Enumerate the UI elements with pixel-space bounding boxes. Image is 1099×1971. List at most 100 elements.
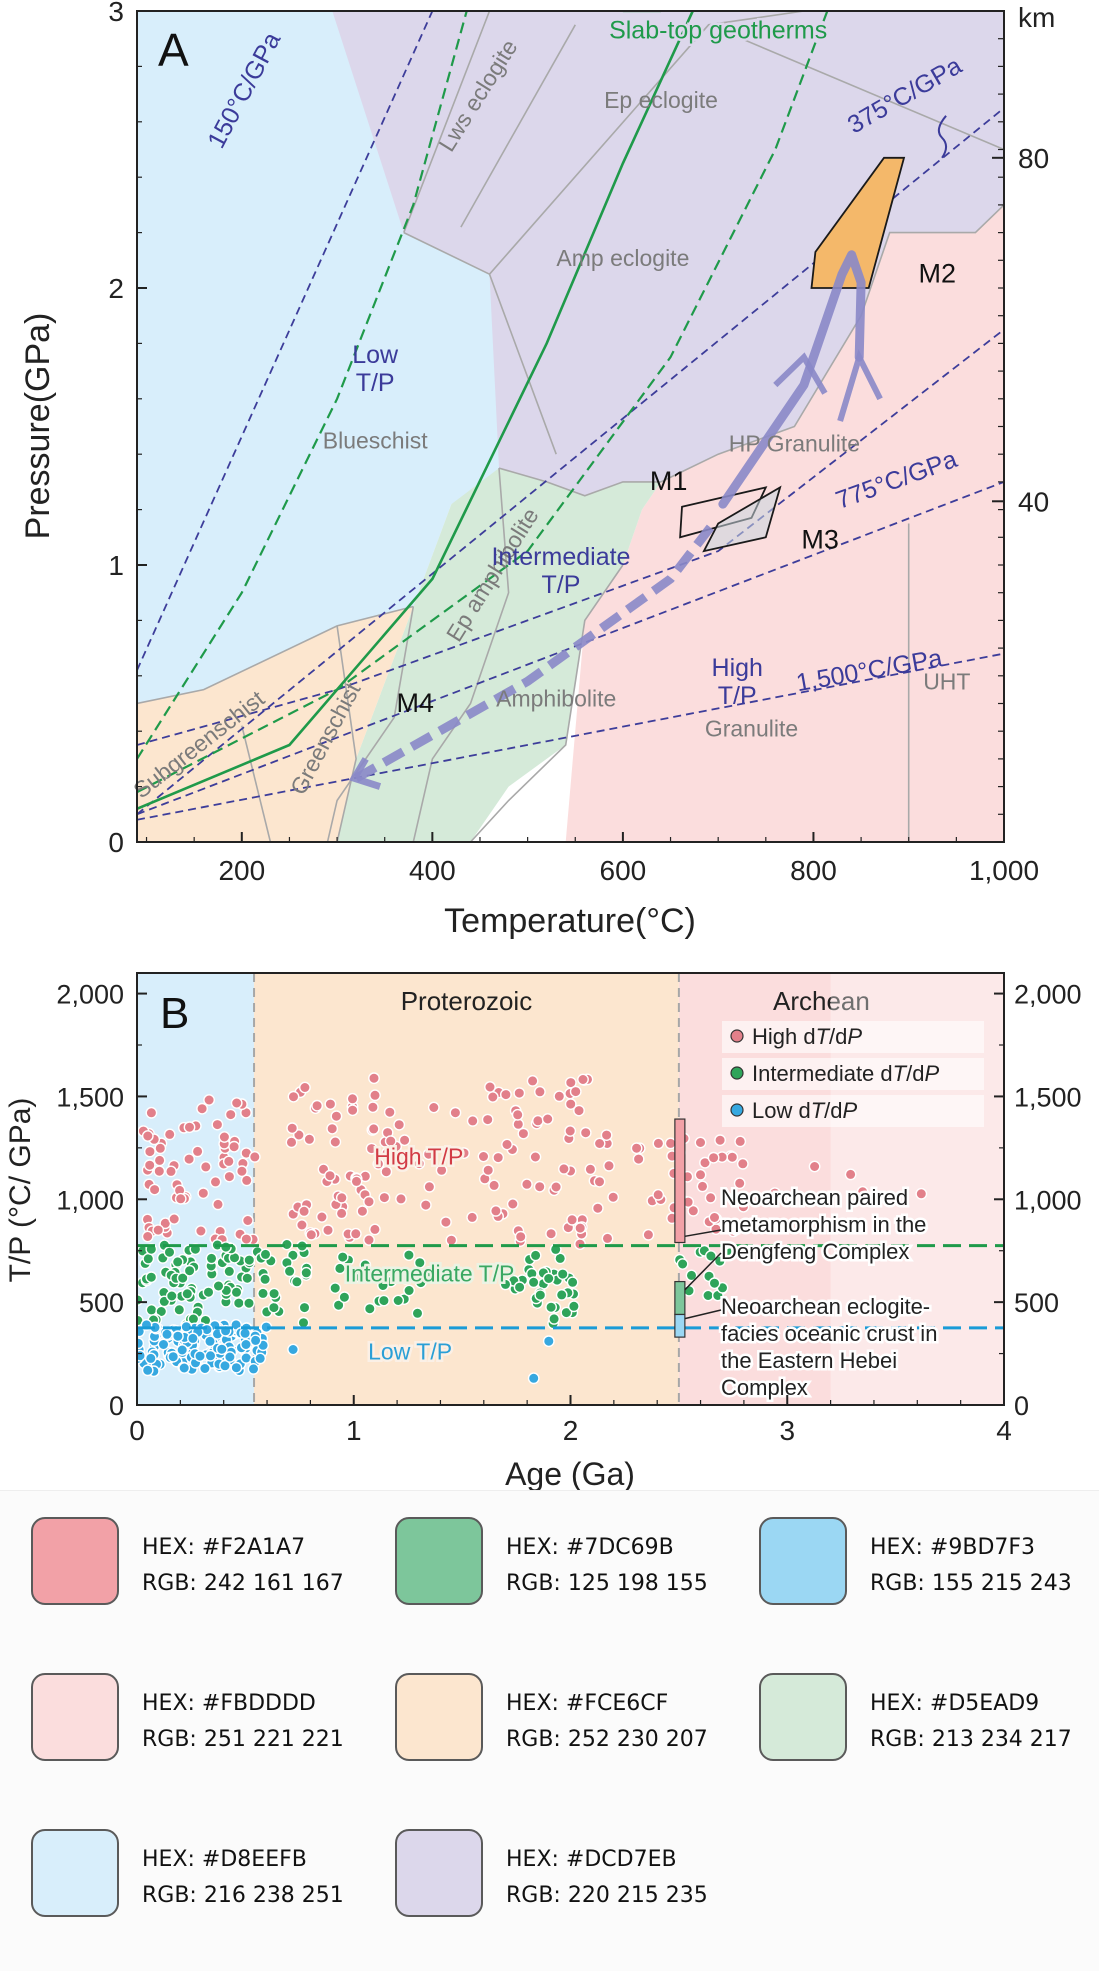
- point-low: [254, 1352, 267, 1365]
- legend-label-part-0-1: T: [816, 1024, 831, 1049]
- point-intermediate: [534, 1289, 547, 1302]
- point-intermediate: [685, 1269, 698, 1282]
- point-intermediate: [411, 1307, 424, 1320]
- point-intermediate: [499, 1278, 512, 1291]
- regime-label-0-line2: T/P: [356, 369, 395, 397]
- point-high: [737, 1200, 750, 1213]
- point-high: [378, 1191, 391, 1204]
- point-high: [593, 1137, 606, 1150]
- slab-geotherms-label: Slab-top geotherms: [609, 17, 827, 45]
- legend-bg-0: [722, 1021, 984, 1053]
- stage-label-m2: M2: [919, 258, 957, 288]
- a-xtick-label-2: 600: [600, 855, 647, 886]
- swatch-rgb-label: RGB: 125 198 155: [506, 1571, 708, 1596]
- legend-label-part-1-3: P: [924, 1061, 939, 1086]
- thermal-gradient-line-extra: [137, 328, 1004, 746]
- b-y2tick-label-2: 1,000: [1014, 1185, 1082, 1215]
- point-high: [486, 1091, 499, 1103]
- point-low: [215, 1343, 228, 1356]
- swatch-hex-label: HEX: #FBDDDD: [142, 1691, 316, 1716]
- point-high: [577, 1073, 589, 1086]
- a-xtick-label-3: 800: [790, 855, 837, 886]
- point-high: [218, 1131, 231, 1143]
- point-high: [298, 1081, 311, 1094]
- swatch-hex-label: HEX: #D8EEFB: [142, 1847, 307, 1872]
- panel-b-tp-vs-age: Proterozoic Archean High T/P Intermediate …: [4, 972, 1082, 1490]
- slab-geotherm-solid: [137, 11, 695, 810]
- point-intermediate: [399, 1272, 412, 1285]
- thermal-gradient-line-3: [137, 652, 1004, 821]
- point-intermediate: [527, 1276, 540, 1289]
- panel-a-label: A: [158, 24, 189, 76]
- facies-boundary-5: [498, 467, 661, 497]
- point-intermediate: [338, 1291, 351, 1304]
- point-intermediate: [183, 1264, 196, 1277]
- point-intermediate: [413, 1256, 426, 1269]
- b-xtick-label-0: 0: [129, 1415, 145, 1446]
- point-high: [844, 1168, 857, 1181]
- point-high: [579, 1126, 592, 1139]
- thermal-gradient-line-2: [137, 481, 1004, 816]
- a-ylabel: Pressure(GPa): [19, 313, 57, 540]
- swatch-hex-label: HEX: #FCE6CF: [506, 1691, 669, 1716]
- swatch-color-box: [31, 1673, 119, 1761]
- annotation-1-line-2: the Eastern Hebei: [721, 1348, 897, 1373]
- point-high: [349, 1227, 362, 1240]
- point-low: [542, 1335, 555, 1348]
- point-intermediate: [173, 1303, 186, 1316]
- a-y2tick-label-1: 80: [1018, 143, 1049, 174]
- annotation-leader-1: [684, 1252, 722, 1291]
- b-y2tick-label-4: 2,000: [1014, 980, 1082, 1010]
- legend-label-part-0-0: High d: [752, 1024, 816, 1049]
- b-ytick-label-2: 1,000: [56, 1185, 124, 1215]
- point-high: [153, 1165, 166, 1178]
- point-high: [499, 1088, 512, 1101]
- point-high: [642, 1228, 655, 1241]
- facies-boundary-2: [708, 24, 1004, 151]
- swatch-item: HEX: #D8EEFB RGB: 216 238 251: [0, 1811, 344, 1917]
- point-high: [368, 1072, 380, 1085]
- point-low: [171, 1330, 184, 1343]
- point-high: [224, 1108, 237, 1121]
- point-high: [143, 1159, 156, 1172]
- swatch-rgb-label: RGB: 252 230 207: [506, 1727, 708, 1752]
- swatch-color-box: [395, 1829, 483, 1917]
- point-intermediate: [332, 1299, 345, 1312]
- neoarchean-bar-2: [674, 1313, 686, 1338]
- a-ytick-label-3: 3: [108, 0, 124, 27]
- point-intermediate: [205, 1252, 218, 1265]
- point-high: [285, 1136, 298, 1149]
- point-intermediate: [202, 1286, 215, 1299]
- point-high: [529, 1151, 542, 1163]
- point-intermediate: [377, 1294, 390, 1307]
- point-high: [141, 1230, 154, 1243]
- b-xtick-label-2: 2: [563, 1415, 579, 1446]
- swatch-rgb-label: RGB: 216 238 251: [142, 1883, 344, 1908]
- point-intermediate: [171, 1256, 184, 1268]
- b-regime-label-2: Low T/P: [368, 1339, 452, 1365]
- point-high: [517, 1127, 530, 1140]
- point-intermediate: [702, 1289, 714, 1302]
- point-high: [393, 1118, 406, 1131]
- point-high: [458, 1147, 470, 1160]
- point-intermediate: [257, 1287, 269, 1300]
- point-high: [196, 1102, 209, 1115]
- point-intermediate: [513, 1281, 526, 1294]
- point-high: [427, 1101, 440, 1114]
- point-high: [346, 1092, 359, 1105]
- regime-label-2-line1: High: [712, 654, 763, 682]
- point-intermediate: [676, 1258, 689, 1270]
- point-high: [194, 1225, 207, 1237]
- point-high: [163, 1128, 176, 1141]
- pt-path-arrowhead-2: [837, 349, 883, 422]
- swatch-color-box: [31, 1517, 119, 1605]
- point-high: [235, 1165, 248, 1178]
- point-high: [311, 1099, 323, 1112]
- point-low: [141, 1364, 154, 1377]
- facies-label-uht: UHT: [923, 669, 970, 695]
- legend-bg-1: [722, 1058, 984, 1090]
- swatch-color-box: [759, 1673, 847, 1761]
- point-high: [203, 1094, 216, 1106]
- point-high: [630, 1142, 643, 1155]
- point-high: [372, 1158, 385, 1170]
